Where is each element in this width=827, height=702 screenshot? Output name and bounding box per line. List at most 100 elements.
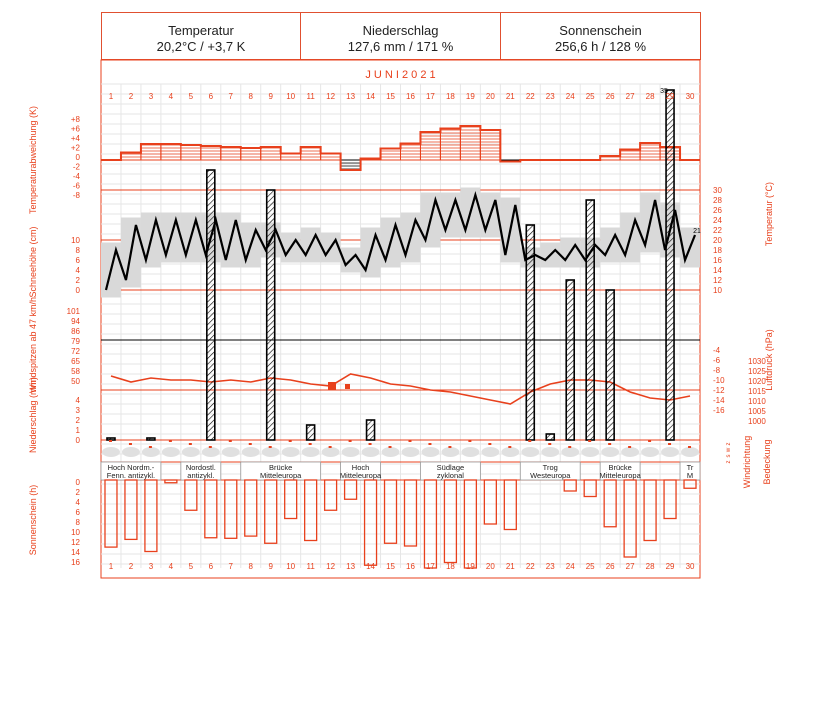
gust-tick: 58 bbox=[71, 367, 80, 376]
pressure-tick: 1010 bbox=[748, 397, 766, 406]
precipitation-right-tick: -8 bbox=[713, 366, 721, 375]
cloud-cover-mark bbox=[441, 447, 460, 457]
day-label-bottom: 8 bbox=[249, 562, 254, 571]
precipitation-bar bbox=[525, 224, 536, 441]
day-label-bottom: 20 bbox=[486, 562, 495, 571]
day-label-bottom: 1 bbox=[109, 562, 114, 571]
day-label-top: 19 bbox=[466, 92, 475, 101]
cloud-cover-mark bbox=[121, 447, 140, 457]
day-label-top: 5 bbox=[189, 92, 194, 101]
day-label-bottom: 25 bbox=[586, 562, 595, 571]
wind-direction-mark bbox=[288, 440, 292, 442]
sunshine-bar bbox=[643, 479, 657, 542]
weather-type-label: Brücke bbox=[269, 463, 292, 472]
temperature-tick: 18 bbox=[713, 246, 722, 255]
wind-direction-mark bbox=[468, 440, 472, 442]
sunshine-bar bbox=[224, 479, 238, 539]
precipitation-bar bbox=[365, 419, 376, 441]
temperature-tick: 16 bbox=[713, 256, 722, 265]
precipitation-axis-label: Niederschlag (mm) bbox=[28, 377, 38, 453]
cloud-cover-mark bbox=[421, 447, 440, 457]
precipitation-bar bbox=[206, 169, 216, 441]
cloud-cover-mark bbox=[501, 447, 520, 457]
snow-tick: 0 bbox=[76, 286, 81, 295]
pressure-tick: 1000 bbox=[748, 417, 766, 426]
pressure-tick: 1025 bbox=[748, 367, 766, 376]
sunshine-tick: 8 bbox=[76, 518, 81, 527]
temperature-tick: 22 bbox=[713, 226, 722, 235]
snow-tick: 6 bbox=[76, 256, 81, 265]
anomaly-axis-label: Temperaturabweichung (K) bbox=[28, 106, 38, 214]
day-label-bottom: 16 bbox=[406, 562, 415, 571]
sunshine-bar bbox=[423, 479, 438, 569]
anomaly-tick: -4 bbox=[73, 172, 81, 181]
gust-tick: 50 bbox=[71, 377, 80, 386]
day-label-top: 21 bbox=[506, 92, 515, 101]
weather-type-label: Tr bbox=[687, 463, 694, 472]
day-label-top: 30 bbox=[686, 92, 695, 101]
wind-direction-mark bbox=[448, 446, 452, 448]
cloud-cover-mark bbox=[141, 447, 160, 457]
precipitation-bar bbox=[265, 189, 276, 441]
temperature-tick: 10 bbox=[713, 286, 722, 295]
sunshine-bar bbox=[463, 479, 478, 569]
pressure-tick: 1005 bbox=[748, 407, 766, 416]
wind-direction-mark bbox=[408, 440, 412, 442]
temperature-tick: 30 bbox=[713, 186, 722, 195]
sunshine-tick: 12 bbox=[71, 538, 80, 547]
precipitation-tick: 0 bbox=[76, 436, 81, 445]
precipitation-right-tick: -12 bbox=[713, 386, 725, 395]
anomaly-bar bbox=[140, 143, 162, 161]
weather-type-label: Fenn. antizykl. bbox=[107, 471, 155, 480]
anomaly-tick: -2 bbox=[73, 163, 81, 172]
cloud-cover-mark bbox=[261, 447, 280, 457]
sunshine-bar bbox=[563, 479, 577, 492]
gust-axis-label: Windspitzen ab 47 km/h bbox=[28, 297, 38, 393]
wind-direction-mark bbox=[488, 443, 492, 445]
sunshine-bar bbox=[503, 479, 517, 531]
precipitation-tick: 2 bbox=[76, 416, 81, 425]
day-label-bottom: 30 bbox=[686, 562, 695, 571]
cloud-cover-mark bbox=[661, 447, 680, 457]
weather-type-label: Westeuropa bbox=[530, 471, 571, 480]
anomaly-tick: -8 bbox=[73, 191, 81, 200]
pressure-tick: 1020 bbox=[748, 377, 766, 386]
anomaly-bar bbox=[160, 143, 182, 161]
weather-type-label: antizykl. bbox=[187, 471, 214, 480]
sunshine-bar bbox=[104, 479, 118, 548]
day-label-top: 7 bbox=[229, 92, 234, 101]
day-label-bottom: 24 bbox=[566, 562, 575, 571]
weather-type-box bbox=[180, 461, 222, 481]
day-label-bottom: 21 bbox=[506, 562, 515, 571]
anomaly-tick: +8 bbox=[71, 115, 81, 124]
weather-type-label: M bbox=[687, 471, 693, 480]
temperature-tick: 20 bbox=[713, 236, 722, 245]
sunshine-bar bbox=[403, 479, 418, 547]
day-label-top: 17 bbox=[426, 92, 435, 101]
anomaly-bar bbox=[639, 142, 661, 161]
gust-tick: 79 bbox=[71, 337, 80, 346]
weather-type-label: zyklonal bbox=[437, 471, 464, 480]
gust-tick: 86 bbox=[71, 327, 80, 336]
snow-tick: 8 bbox=[76, 246, 81, 255]
precipitation-bar bbox=[146, 437, 156, 441]
weather-type-label: Hoch Nordm.- bbox=[108, 463, 155, 472]
temperature-peak-label: 21 bbox=[693, 228, 701, 235]
snow-tick: 10 bbox=[71, 236, 80, 245]
day-label-bottom: 19 bbox=[466, 562, 475, 571]
day-label-top: 25 bbox=[586, 92, 595, 101]
day-label-top: 13 bbox=[346, 92, 355, 101]
wind-direction-mark bbox=[108, 440, 112, 442]
cloud-cover-mark bbox=[581, 447, 600, 457]
gust-tick: 101 bbox=[67, 307, 81, 316]
sunshine-bar bbox=[204, 479, 218, 539]
precipitation-bar bbox=[585, 199, 595, 441]
wind-direction-mark bbox=[188, 443, 192, 445]
sunshine-bar bbox=[603, 479, 617, 528]
gust-tick: 65 bbox=[71, 357, 80, 366]
anomaly-tick: +4 bbox=[71, 134, 81, 143]
snow-tick: 4 bbox=[76, 266, 81, 275]
weather-type-label: Hoch bbox=[352, 463, 370, 472]
precipitation-right-tick: -4 bbox=[713, 346, 721, 355]
precipitation-tick: 4 bbox=[76, 396, 81, 405]
